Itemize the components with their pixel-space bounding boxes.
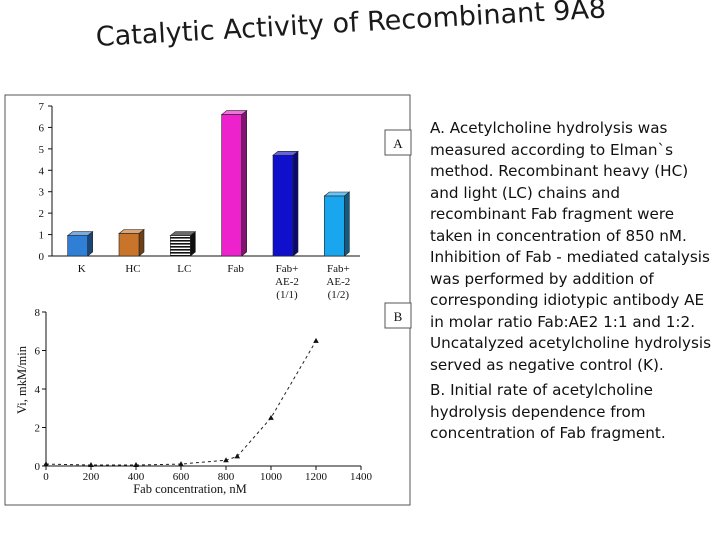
line-chart-panel-b: 0 2 4 6 8 0 200 400 600 800 1000 1200 1400 Fab concen… [15,307,373,496]
panel-a-y-tick-label: 7 [39,101,45,113]
figure-frame [4,94,411,506]
panel-a-category-label: LC [177,263,191,275]
panel-a-category-label: AE-2 [326,276,350,288]
panel-b-y-tick-label: 8 [35,307,41,319]
panel-b-y-tick-label: 2 [35,423,41,435]
caption-panel-b: B. Initial rate of acetylcholine hydroly… [430,381,666,442]
panel-a-y-tick-label: 3 [39,187,45,199]
panel-b-x-tick-label: 1200 [305,471,328,483]
panel-b-x-tick-label: 600 [173,471,190,483]
panel-a-y-tick-label: 5 [39,144,45,156]
panel-b-x-tick-label: 800 [218,471,235,483]
panel-a-category-label: (1/2) [328,289,350,301]
panel-b-y-tick-label: 6 [35,346,41,358]
data-point [88,462,94,468]
bar [169,231,197,257]
panel-b-badge: B [384,302,412,329]
panel-b-x-tick-label: 200 [83,471,100,483]
panel-a-badge: A [384,129,412,156]
panel-a-category-label: K [78,263,86,275]
svg-text:A: A [393,136,403,151]
data-point [133,462,139,468]
data-point [178,461,184,467]
panel-a-category-label: Fab [227,263,244,275]
bar [118,228,145,257]
bar [323,191,351,257]
panel-a-category-label: HC [125,263,140,275]
panel-a-category-label: (1/1) [276,289,298,301]
svg-text:B: B [394,309,403,324]
panel-a-y-tick-label: 1 [39,230,45,242]
data-point [234,453,241,459]
panel-a-y-tick-label: 2 [39,208,45,220]
panel-b-y-axis-label: Vi, mkM/min [15,345,29,414]
panel-b-y-tick-label: 4 [35,384,41,396]
bar [220,109,248,257]
panel-a-y-tick-label: 4 [39,165,45,177]
slide-title: Catalytic Activity of Recombinant 9A8 [95,0,607,53]
panel-a-category-label: AE-2 [275,276,299,288]
series-line [45,340,317,466]
bar [66,231,94,257]
figure-caption: A. Acetylcholine hydrolysis was measured… [430,118,720,449]
caption-panel-a: A. Acetylcholine hydrolysis was measured… [430,119,712,374]
panel-a-y-tick-label: 6 [39,122,45,134]
panel-a-category-label: Fab+ [327,263,350,275]
panel-a-category-label: Fab+ [276,263,299,275]
panel-b-x-tick-label: 1000 [260,471,283,483]
panel-b-x-tick-label: 400 [128,471,145,483]
panel-b-x-tick-label: 0 [43,471,49,483]
panel-a-y-tick-label: 0 [39,251,45,263]
data-point [313,337,319,343]
panel-b-y-tick-label: 0 [35,461,41,473]
data-point [43,461,49,467]
data-point [223,457,229,463]
panel-b-x-axis-label: Fab concentration, nM [133,482,247,496]
data-point [268,414,274,420]
bar [272,150,299,257]
panel-b-x-tick-label: 1400 [350,471,373,483]
